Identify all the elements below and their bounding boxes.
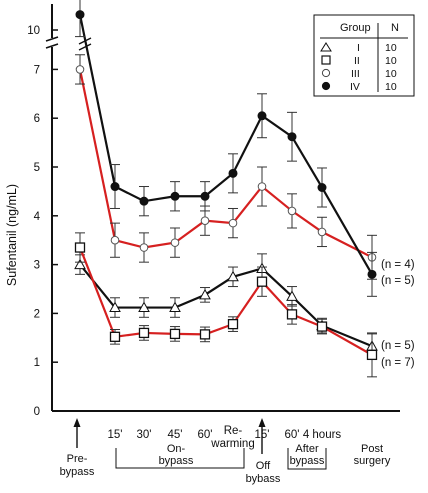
data-point-square [316, 321, 328, 332]
data-point-filled-circle [287, 132, 297, 142]
after-bypass-label: After bypass [290, 443, 325, 467]
data-point-square [74, 242, 86, 253]
data-point-open-circle [110, 235, 120, 245]
legend-row-iii-n: 10 [385, 68, 397, 80]
data-point-triangle [169, 301, 181, 313]
data-point-open-circle [287, 206, 297, 216]
data-point-square [109, 331, 121, 342]
data-point-filled-circle [110, 182, 120, 192]
series-iv [75, 0, 377, 297]
pre-bypass-label: Pre-bypass [60, 453, 95, 478]
y-axis-title: Sufentanil (ng/mL) [5, 184, 19, 286]
x-tick-label: 30' [137, 429, 152, 441]
legend-marker-filled-circle-icon [321, 81, 331, 91]
on-bypass-bracket [115, 448, 245, 469]
post-surgery-label: Post surgery [354, 443, 391, 467]
n-annotation: (n = 7) [381, 357, 415, 369]
data-point-triangle [286, 290, 298, 301]
legend-row-ii-n: 10 [385, 55, 397, 67]
legend-row-ii-group: II [354, 55, 360, 67]
legend-marker-open-circle-icon [321, 68, 331, 78]
data-point-open-circle [75, 65, 85, 74]
off-bypass-arrowhead-icon [258, 418, 266, 427]
series-line-iv [78, 14, 373, 275]
data-point-filled-circle [139, 196, 149, 206]
x-tick-label: 15' [108, 429, 123, 441]
x-tick-label: 4 hours [303, 429, 342, 441]
data-point-triangle [199, 288, 211, 300]
y-tick-label: 3 [34, 260, 40, 272]
legend-row-iv-n: 10 [385, 81, 397, 93]
legend-row-iii-group: III [351, 68, 360, 80]
off-bypass-label: Off bybass [246, 460, 281, 485]
y-tick-label: 6 [34, 113, 40, 125]
legend-row-iv-group: IV [350, 81, 360, 93]
data-point-filled-circle [228, 168, 238, 178]
pre-bypass-arrowhead-icon [73, 418, 81, 427]
data-point-triangle [227, 270, 239, 282]
x-tick-label: 60' [285, 429, 300, 441]
y-tick-label: 2 [34, 308, 40, 320]
data-point-filled-circle [200, 191, 210, 201]
n-annotation: (n = 5) [381, 340, 415, 352]
legend-marker-triangle-icon [320, 42, 332, 52]
data-point-filled-circle [367, 269, 377, 279]
data-point-triangle [138, 301, 150, 313]
y-tick-label: 7 [34, 64, 40, 76]
after-bypass-bracket [287, 448, 327, 470]
data-point-open-circle [139, 243, 149, 252]
data-point-open-circle [170, 238, 180, 247]
y-tick-label: 10 [27, 25, 40, 37]
legend-marker-square-icon [321, 55, 331, 65]
data-point-square [199, 329, 211, 340]
x-tick-label: 15' [255, 429, 270, 441]
data-point-open-circle [228, 218, 238, 228]
series-line-i [79, 263, 373, 348]
y-tick-label: 4 [34, 211, 41, 223]
data-point-open-circle [200, 216, 210, 225]
legend-header-n: N [391, 22, 399, 34]
series-line-ii [78, 247, 373, 356]
series-ii [74, 232, 378, 378]
data-point-square [169, 328, 181, 340]
data-point-filled-circle [170, 191, 180, 201]
legend-header-group: Group [340, 22, 371, 34]
series-iii [75, 54, 377, 280]
on-bypass-label: On-bypass [159, 443, 194, 467]
data-point-open-circle [317, 227, 327, 237]
y-tick-label: 1 [34, 357, 40, 369]
y-axis-break-mark-lower [45, 43, 59, 49]
data-point-square [366, 349, 378, 361]
series-line-iii [78, 69, 373, 259]
data-point-filled-circle [317, 182, 327, 192]
data-point-triangle [74, 258, 86, 270]
x-tick-label: Re-warming [210, 425, 254, 450]
x-tick-label: 45' [168, 429, 183, 441]
data-point-filled-circle [75, 10, 85, 20]
x-tick-label: 60' [198, 429, 213, 441]
n-annotation: (n = 5) [381, 275, 415, 287]
data-point-square [286, 309, 298, 320]
y-tick-label: 5 [34, 162, 40, 174]
legend-row-i-group: I [357, 42, 360, 54]
y-axis-break-mark-upper [45, 36, 59, 42]
data-point-square [138, 327, 150, 339]
data-point-square [256, 276, 268, 287]
data-point-square [227, 318, 239, 330]
series-break-mark-lower [78, 43, 92, 51]
data-point-triangle [109, 301, 121, 313]
legend-box [313, 14, 415, 97]
y-tick-label: 0 [34, 406, 40, 418]
data-point-open-circle [257, 182, 267, 191]
legend: Group N I 10 II 10 III 10 IV 10 [313, 14, 415, 97]
series-i [74, 253, 378, 359]
legend-row-i-n: 10 [385, 42, 397, 54]
data-point-filled-circle [257, 111, 267, 121]
n-annotation: (n = 4) [381, 259, 415, 271]
